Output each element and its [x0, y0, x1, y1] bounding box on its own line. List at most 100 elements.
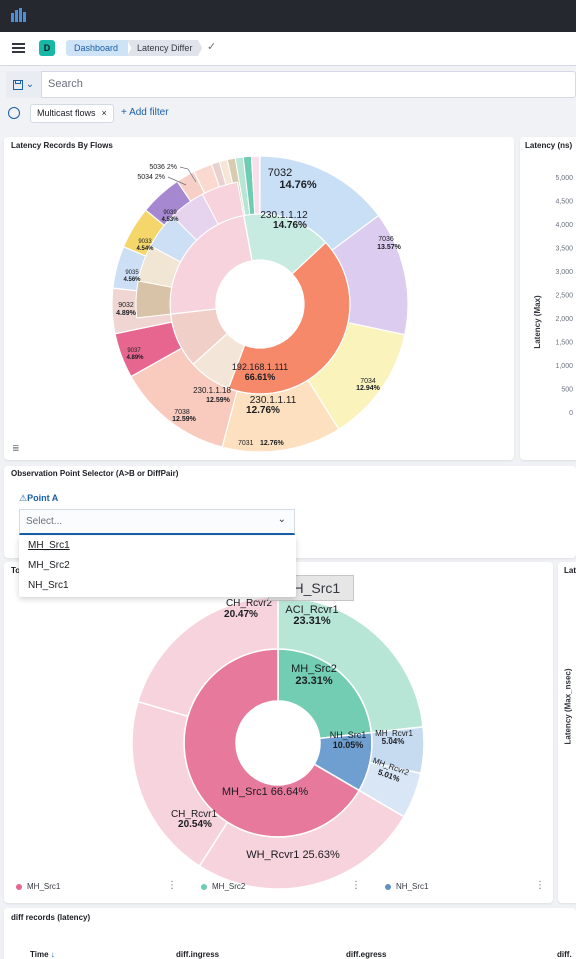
column-header-ingress[interactable]: diff.ingress	[176, 950, 220, 959]
check-icon: ✓	[207, 41, 217, 53]
chevron-down-icon: ⌄	[25, 79, 35, 90]
legend-options-icon[interactable]: ⋮	[351, 880, 361, 891]
legend-options-icon[interactable]: ⋮	[535, 880, 545, 891]
latency-panel: Latency (ns) 5,000 4,500 4,000 3,500 3,000 2,…	[520, 137, 576, 460]
space-avatar[interactable]: D	[39, 40, 55, 56]
topo-outer-slice-aci-rcvr1[interactable]	[277, 596, 424, 734]
flows-outer-slice-minor[interactable]	[250, 155, 261, 215]
legend-item-nh-src1[interactable]: NH_Src1	[385, 882, 428, 891]
right-latency-panel: Lat Latency (Max_nsec)	[558, 562, 576, 903]
add-filter-button[interactable]: + Add filter	[121, 107, 169, 118]
y-tick-label: 1,500	[555, 340, 573, 347]
outer-label: 9032	[118, 302, 134, 309]
legend-item-mh-src2[interactable]: MH_Src2	[201, 882, 245, 891]
outer-value: 4.89%	[116, 310, 137, 317]
panel-title: diff records (latency)	[11, 913, 91, 922]
axis-label: Latency (Max_nsec)	[563, 668, 573, 745]
inner-label: 192.168.1.111	[232, 362, 288, 372]
point-a-select[interactable]: Select... ⌄	[19, 509, 295, 535]
y-tick-label: 1,000	[555, 363, 573, 370]
outer-label: 5034 2%	[137, 174, 165, 181]
inner-value: 10.05%	[333, 740, 364, 750]
outer-value: 23.31%	[293, 615, 331, 627]
option-nh-src1[interactable]: NH_Src1	[28, 580, 69, 591]
outer-value: 20.47%	[224, 609, 258, 620]
outer-label: 9039	[163, 210, 177, 216]
filter-pill-label: Multicast flows	[37, 108, 96, 118]
filter-pill[interactable]: Multicast flows ×	[30, 104, 114, 123]
topo-outer-slice-wh-rcvr1[interactable]	[198, 789, 406, 890]
y-tick-label: 3,500	[555, 246, 573, 253]
latency-y-axis: 5,000 4,500 4,000 3,500 3,000 2,500 2,000 1,500…	[533, 175, 573, 417]
flows-mid-slice[interactable]	[201, 181, 245, 225]
outer-label: 9037	[127, 348, 141, 354]
search-input[interactable]: Search	[48, 78, 83, 90]
outer-value: 13.57%	[377, 244, 402, 251]
top-header-bar	[0, 0, 576, 32]
outer-label: 9033	[138, 239, 152, 245]
inner-label: 230.1.1.12	[260, 210, 308, 221]
outer-label: WH_Rcvr1 25.63%	[246, 849, 340, 861]
outer-value: 12.94%	[356, 385, 381, 392]
saved-query-button[interactable]: ⌄	[6, 71, 42, 98]
outer-value: 12.76%	[260, 440, 285, 447]
option-mh-src2[interactable]: MH_Src2	[28, 560, 70, 571]
inner-label: NH_Src1	[330, 730, 367, 740]
inner-label: MH_Src1 66.64%	[222, 786, 308, 798]
inner-label: 230.1.1.11	[250, 395, 297, 406]
outer-label: 7036	[378, 236, 394, 243]
column-header-time[interactable]: Time ↓	[30, 950, 55, 959]
outer-value: 20.54%	[178, 819, 212, 830]
y-axis-label: Latency (Max)	[533, 295, 542, 349]
outer-label: 9035	[125, 270, 139, 276]
y-tick-label: 2,500	[555, 293, 573, 300]
outer-value: 5.04%	[382, 737, 405, 746]
diff-records-panel: diff records (latency) Time ↓ diff.ingre…	[4, 908, 576, 959]
filter-icon[interactable]	[8, 107, 20, 119]
query-bar[interactable]	[6, 71, 576, 98]
outer-value: 12.59%	[172, 416, 197, 423]
save-icon	[12, 79, 23, 90]
y-tick-label: 4,000	[555, 222, 573, 229]
outer-value: 4.56%	[123, 277, 141, 283]
inner-value: 12.59%	[206, 397, 231, 404]
option-mh-src1[interactable]: MH_Src1	[28, 540, 70, 551]
select-dropdown: MH_Src1 MH_Src2 NH_Src1	[19, 536, 296, 597]
outer-label: ACI_Rcvr1	[285, 604, 338, 616]
flows-sunburst-chart[interactable]: 192.168.1.11166.61%230.1.1.1112.76%230.1…	[4, 137, 514, 460]
leader-line	[179, 166, 197, 183]
menu-icon[interactable]	[12, 43, 25, 53]
outer-label: CH_Rcvr2	[226, 598, 273, 609]
legend-item-mh-src1[interactable]: MH_Src1	[16, 882, 60, 891]
panel-title: Latency Records By Flows	[11, 141, 113, 150]
outer-label: 7034	[360, 378, 376, 385]
outer-label: 7038	[174, 409, 190, 416]
outer-value: 4.53%	[161, 217, 179, 223]
outer-value: 4.89%	[126, 355, 144, 361]
legend-toggle-icon[interactable]: ≣	[12, 443, 20, 453]
panel-title: Observation Point Selector (A>B or DiffP…	[11, 469, 179, 478]
inner-value: 14.76%	[273, 220, 307, 231]
inner-label: 230.1.1.18	[193, 386, 231, 395]
legend-options-icon[interactable]: ⋮	[167, 880, 177, 891]
breadcrumb-latency-differ: Latency Differ	[127, 40, 203, 56]
outer-value: 4.54%	[136, 246, 154, 252]
outer-label: 5036 2%	[149, 164, 177, 171]
breadcrumb-dashboard[interactable]: Dashboard	[66, 40, 129, 56]
flows-panel: Latency Records By Flows 192.168.1.111 66…	[4, 137, 514, 460]
inner-value: 12.76%	[246, 405, 280, 416]
y-tick-label: 5,000	[555, 175, 573, 182]
panel-title: To	[11, 566, 21, 575]
outer-label: 7031	[238, 440, 254, 447]
y-tick-label: 4,500	[555, 199, 573, 206]
leader-line	[167, 176, 187, 186]
panel-title: Latency (ns)	[525, 141, 573, 150]
outer-label: CH_Rcvr1	[171, 809, 218, 820]
close-icon[interactable]: ×	[101, 108, 107, 118]
column-header-diff[interactable]: diff.	[557, 950, 572, 959]
inner-label: MH_Src2	[291, 663, 337, 675]
y-tick-label: 3,000	[555, 269, 573, 276]
column-header-egress[interactable]: diff.egress	[346, 950, 387, 959]
kibana-bars-icon[interactable]	[0, 0, 40, 32]
